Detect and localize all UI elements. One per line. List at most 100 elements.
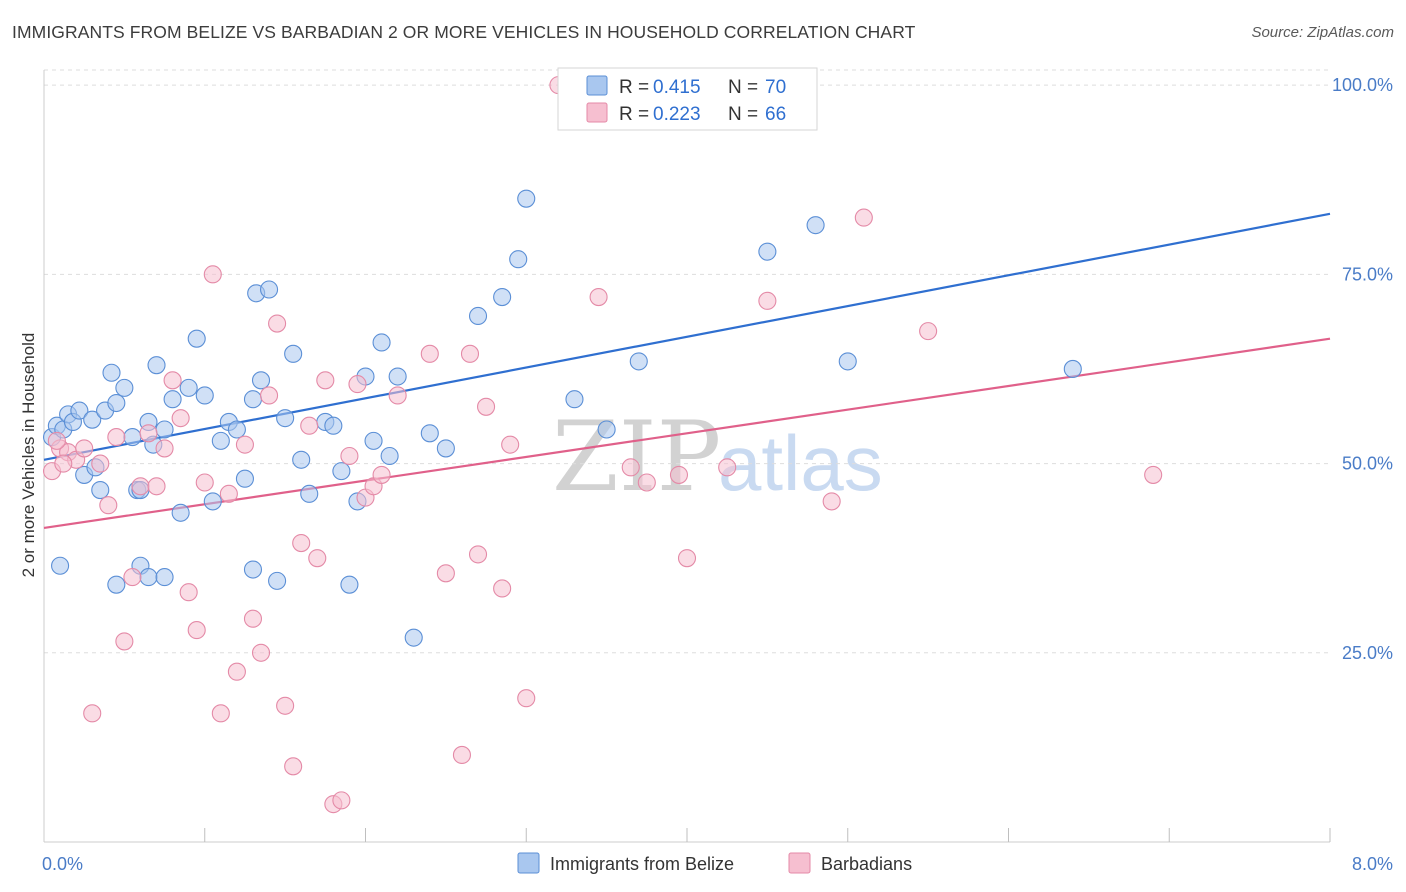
watermark-zip: ZIP [552,401,721,513]
point-barbadians [99,496,118,515]
point-belize [388,367,407,386]
chart-title: IMMIGRANTS FROM BELIZE VS BARBADIAN 2 OR… [12,22,916,42]
point-belize [292,450,311,469]
point-barbadians [227,662,246,681]
legend-n-label-2: N = [728,104,758,125]
legend-box: R = 0.415 N = 70 R = 0.223 N = 66 [557,67,818,131]
point-barbadians [211,704,230,723]
point-barbadians [677,549,697,568]
point-belize [187,329,206,348]
point-barbadians [284,757,303,776]
point-barbadians [460,344,480,363]
scatter-points [42,76,1163,814]
point-barbadians [47,431,66,450]
point-barbadians [332,791,351,810]
legend-swatch-belize [586,75,608,96]
point-belize [300,484,319,503]
y-tick-label: 75.0% [1342,264,1393,284]
point-barbadians [468,545,488,564]
point-belize [838,352,857,371]
y-axis-label: 2 or more Vehicles in Household [19,333,38,578]
point-belize [83,410,102,429]
point-belize [243,390,263,409]
point-barbadians [308,549,327,568]
point-barbadians [919,322,938,341]
point-belize [171,503,190,522]
point-barbadians [637,473,656,492]
point-barbadians [219,484,238,503]
tick-labels: 25.0% 50.0% 75.0% 100.0% 0.0% 8.0% [42,75,1393,874]
point-belize [123,428,142,447]
point-barbadians [163,371,182,390]
point-barbadians [131,477,150,496]
point-barbadians [292,533,311,553]
point-belize [420,424,439,443]
bottom-legend-label-belize: Immigrants from Belize [550,854,734,874]
trend-line-barbadians [43,337,1331,529]
legend-r-label-2: R = [619,104,649,125]
point-belize [235,469,254,488]
source-label: Source: ZipAtlas.com [1251,24,1394,41]
x-tick-label-end: 8.0% [1352,854,1393,874]
point-barbadians [179,583,198,602]
point-barbadians [147,477,166,496]
point-belize [340,575,359,594]
point-barbadians [187,621,206,640]
point-barbadians [155,439,174,458]
trend-lines [43,212,1331,529]
point-belize [268,571,287,590]
point-belize [51,556,70,575]
point-belize [115,378,134,397]
point-belize [509,250,528,269]
point-barbadians [91,454,110,473]
watermark-atlas: atlas [718,419,883,507]
point-barbadians [276,696,295,715]
point-barbadians [477,397,496,416]
legend-r-value-2: 0.223 [653,104,701,125]
legend-swatch-barbadians [586,102,608,123]
y-tick-label: 25.0% [1342,643,1393,663]
point-belize [155,420,174,439]
point-barbadians [300,416,319,435]
point-belize [179,378,198,397]
legend-r-value-1: 0.415 [653,77,701,98]
point-barbadians [348,375,367,394]
y-tick-label: 100.0% [1332,75,1393,95]
point-belize [195,386,214,405]
point-belize [139,568,158,587]
point-belize [251,371,271,390]
point-barbadians [854,208,873,227]
point-belize [517,189,536,208]
point-belize [227,420,246,439]
point-barbadians [316,371,335,390]
point-barbadians [139,424,158,443]
point-barbadians [589,288,608,307]
point-belize [493,288,512,307]
point-barbadians [123,568,142,587]
point-barbadians [243,609,263,628]
point-barbadians [251,643,271,662]
point-belize [155,568,174,587]
point-belize [1063,359,1082,379]
point-belize [332,462,351,481]
point-belize [276,409,295,428]
point-belize [404,628,423,647]
point-belize [107,393,126,413]
point-belize [364,431,383,450]
y-tick-label: 50.0% [1342,454,1393,474]
point-belize [102,363,121,382]
point-barbadians [235,435,254,454]
point-belize [259,280,279,299]
point-barbadians [171,409,190,428]
point-barbadians [115,632,134,651]
point-barbadians [669,465,689,484]
bottom-legend-label-barbadians: Barbadians [821,854,912,874]
point-barbadians [517,689,536,708]
point-barbadians [107,428,126,447]
point-barbadians [340,446,359,466]
point-belize [372,333,391,352]
point-barbadians [436,564,455,583]
point-barbadians [718,458,737,477]
point-belize [211,431,230,450]
